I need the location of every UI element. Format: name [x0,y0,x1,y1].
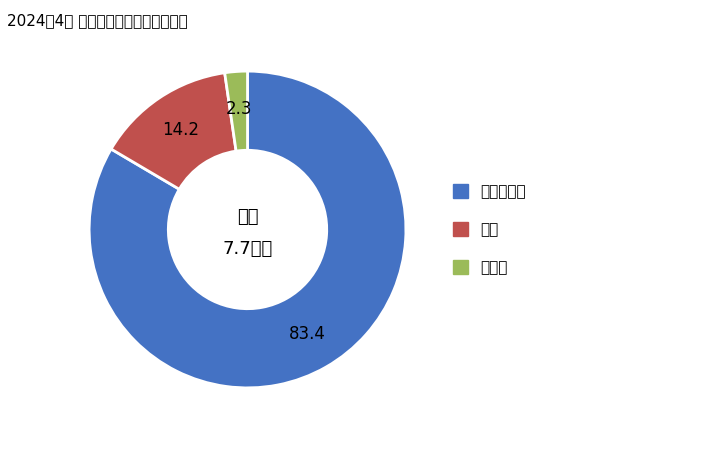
Text: 7.7億円: 7.7億円 [222,239,273,257]
Wedge shape [111,73,236,189]
Text: 83.4: 83.4 [289,325,325,343]
Wedge shape [89,71,406,388]
Wedge shape [225,71,248,151]
Text: 14.2: 14.2 [162,121,199,139]
Text: 2024年4月 輸入相手国のシェア（％）: 2024年4月 輸入相手国のシェア（％） [7,14,188,28]
Text: 2.3: 2.3 [226,100,252,118]
Legend: マレーシア, タイ, その他: マレーシア, タイ, その他 [453,184,526,275]
Text: 総額: 総額 [237,208,258,226]
